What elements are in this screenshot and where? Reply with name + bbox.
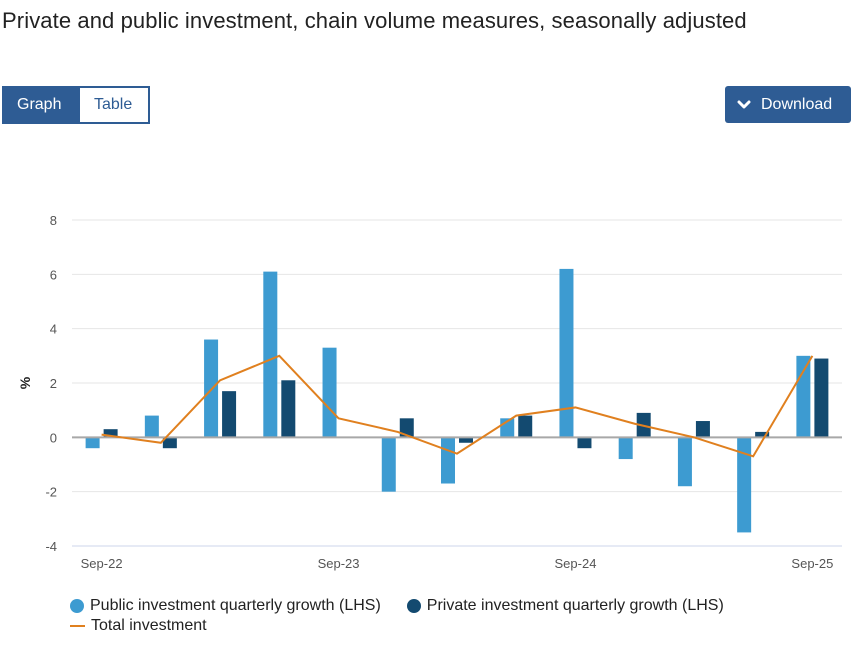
y-tick-label: 2: [50, 376, 57, 391]
bar-private: [814, 358, 829, 438]
legend-item-public[interactable]: Public investment quarterly growth (LHS): [70, 596, 381, 616]
bar-public: [85, 437, 100, 449]
x-axis-ticks: Sep-22 Sep-23 Sep-24 Sep-25: [81, 556, 834, 571]
y-tick-label: -2: [45, 485, 57, 500]
y-tick-label: 6: [50, 267, 57, 282]
y-tick-label: 0: [50, 430, 57, 445]
bar-public: [322, 347, 337, 438]
legend-marker-public: [70, 599, 84, 613]
bar-private: [518, 415, 533, 438]
legend-label: Total investment: [91, 617, 207, 634]
legend-marker-total: [70, 625, 85, 627]
chevron-down-icon: [737, 100, 751, 108]
chart-title: Private and public investment, chain vol…: [2, 8, 747, 33]
tab-table[interactable]: Table: [80, 88, 148, 122]
chart: 8 6 4 2 0 -2 -4 % Sep-22 Sep-23 Sep-24 Sep-25: [17, 213, 842, 571]
y-tick-label: 4: [50, 322, 57, 337]
legend-item-private[interactable]: Private investment quarterly growth (LHS…: [406, 596, 724, 616]
bar-public: [796, 355, 811, 438]
legend-label: Private investment quarterly growth (LHS…: [426, 597, 724, 614]
bar-public: [618, 437, 633, 460]
bar-public: [263, 271, 278, 438]
bar-public: [737, 437, 752, 533]
legend-label: Public investment quarterly growth (LHS): [90, 597, 381, 614]
bar-public: [677, 437, 692, 487]
bar-private: [103, 429, 118, 438]
bar-private: [577, 437, 592, 449]
bar-private: [162, 437, 177, 449]
x-tick-label: Sep-25: [791, 556, 833, 571]
bar-private: [755, 431, 770, 438]
bar-public: [559, 268, 574, 438]
y-tick-label: -4: [45, 539, 57, 554]
x-tick-label: Sep-24: [555, 556, 597, 571]
bar-public: [144, 415, 159, 438]
tab-graph[interactable]: Graph: [4, 88, 80, 122]
y-axis-label: %: [17, 376, 33, 389]
bar-private: [399, 418, 414, 438]
legend: Public investment quarterly growth (LHS)…: [70, 596, 750, 636]
legend-marker-private: [406, 599, 421, 613]
download-button[interactable]: Download: [725, 86, 851, 123]
bar-private: [695, 421, 710, 438]
y-tick-label: 8: [50, 213, 57, 228]
bar-private: [222, 391, 237, 438]
y-axis-ticks: 8 6 4 2 0 -2 -4: [45, 213, 57, 554]
view-toggle: Graph Table: [2, 86, 150, 124]
bar-private: [459, 437, 473, 443]
bar-private: [281, 380, 296, 438]
bar-public: [381, 437, 396, 492]
x-tick-label: Sep-22: [81, 556, 123, 571]
total-investment-line: [101, 354, 814, 458]
bars: [85, 268, 829, 533]
download-label: Download: [761, 96, 833, 113]
x-tick-label: Sep-23: [318, 556, 360, 571]
gridlines: [72, 219, 842, 547]
bar-public: [441, 437, 455, 484]
line-total-investment: [101, 354, 814, 458]
legend-item-total[interactable]: Total investment: [70, 616, 207, 636]
